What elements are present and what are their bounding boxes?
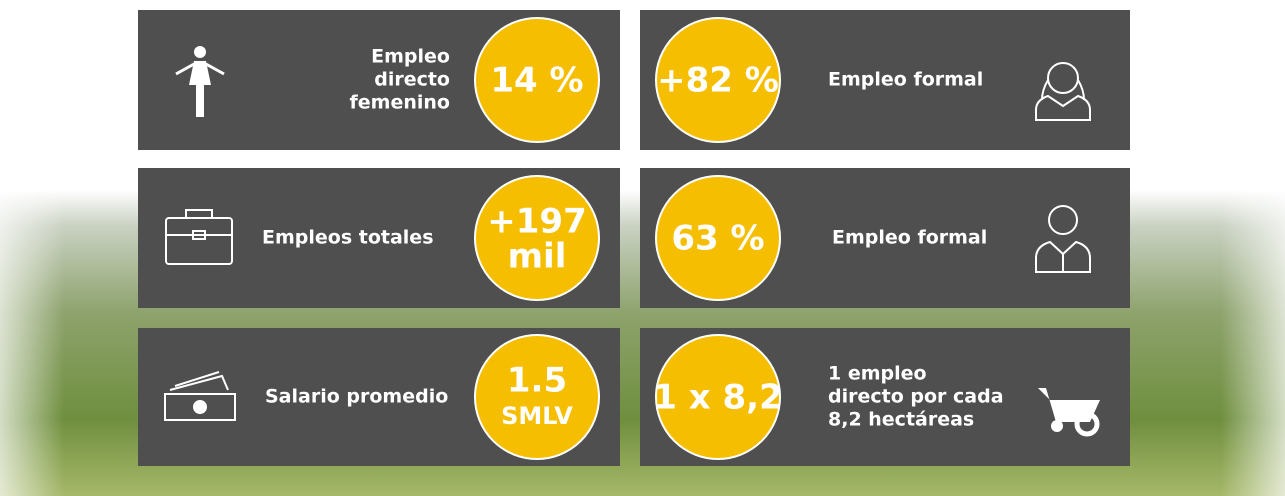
value-circle	[474, 334, 600, 460]
card-value: 1.5	[507, 361, 567, 401]
money-icon	[164, 371, 236, 421]
card-value: 1 x 8,2	[653, 378, 783, 418]
value-circle	[655, 334, 781, 460]
card-label: 1 empleo	[828, 363, 927, 385]
card-label: Salario promedio	[265, 386, 448, 408]
businessman-icon	[1035, 205, 1091, 273]
card-label: Empleo formal	[828, 69, 983, 91]
woman-icon	[175, 46, 225, 117]
card-value: +82 %	[657, 61, 779, 101]
card-label: Empleos totales	[262, 227, 434, 249]
card-value: 63 %	[671, 219, 764, 259]
card-label: Empleo formal	[832, 227, 987, 249]
value-circle	[655, 17, 781, 143]
card-label: femenino	[350, 92, 450, 114]
wheelbarrow-icon	[1038, 388, 1100, 437]
card-value: SMLV	[501, 402, 573, 430]
card-label: directo	[374, 69, 450, 91]
value-circle	[655, 175, 781, 301]
card-value: mil	[508, 237, 567, 277]
card-value: +197	[487, 202, 586, 242]
value-circle	[474, 17, 600, 143]
briefcase-icon	[165, 209, 233, 265]
card-label: Empleo	[371, 46, 450, 68]
card-label: 8,2 hectáreas	[828, 409, 974, 431]
value-circle	[474, 175, 600, 301]
card-label: directo por cada	[828, 386, 1004, 408]
businesswoman-icon	[1035, 62, 1091, 121]
card-value: 14 %	[490, 61, 583, 101]
